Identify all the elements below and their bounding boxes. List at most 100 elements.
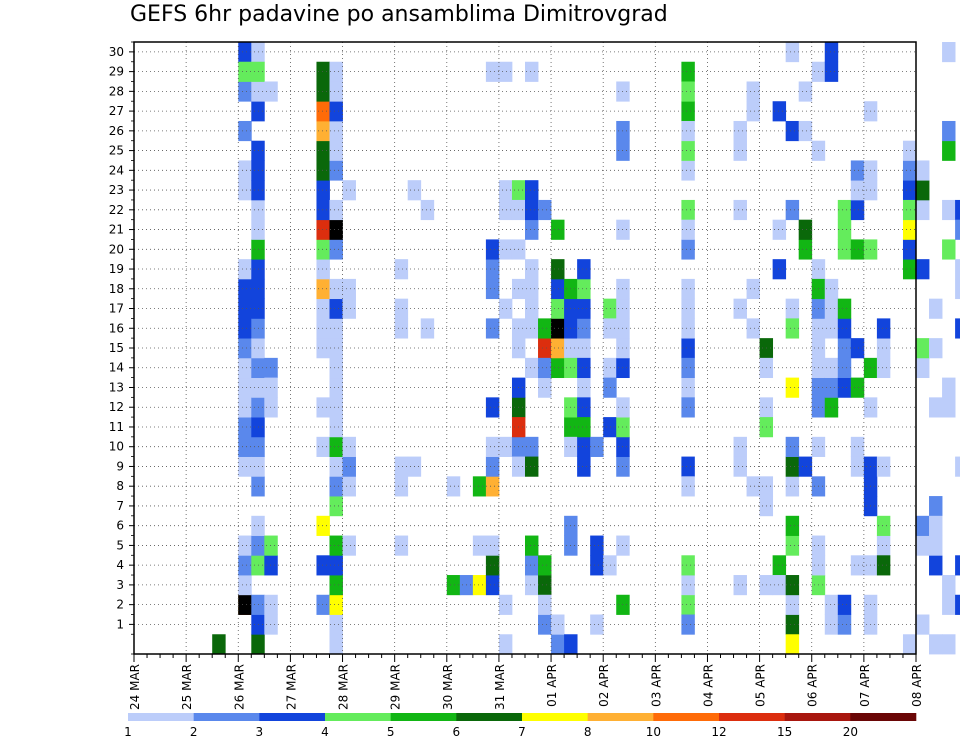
precip-cell bbox=[472, 575, 487, 596]
precip-cell bbox=[329, 219, 343, 240]
precip-cell bbox=[785, 594, 800, 615]
legend-swatch bbox=[850, 713, 917, 721]
precip-cell bbox=[681, 120, 695, 142]
precip-cell bbox=[850, 199, 865, 221]
precip-cell bbox=[603, 377, 617, 398]
precip-cell bbox=[772, 259, 787, 280]
precip-cell bbox=[485, 318, 500, 339]
precip-cell bbox=[955, 555, 960, 576]
precip-cell bbox=[942, 140, 956, 161]
precip-cell bbox=[590, 555, 604, 576]
precip-cell bbox=[837, 357, 852, 379]
precip-cell bbox=[316, 101, 330, 122]
precip-cell bbox=[342, 476, 356, 497]
precip-cell bbox=[772, 555, 787, 576]
precip-cell bbox=[876, 318, 891, 339]
x-tick-label: 30 MAR bbox=[441, 664, 455, 710]
precip-cell bbox=[876, 555, 891, 576]
precip-cell bbox=[329, 535, 343, 556]
precip-cell bbox=[929, 338, 943, 359]
precip-cell bbox=[551, 219, 565, 240]
legend-label: 4 bbox=[321, 725, 329, 739]
y-tick-label: 22 bbox=[109, 203, 124, 217]
precip-cell bbox=[498, 239, 513, 260]
precip-cell bbox=[746, 101, 760, 122]
precip-cell bbox=[824, 357, 839, 379]
precip-cell bbox=[264, 555, 278, 576]
precip-cell bbox=[942, 594, 956, 615]
precip-cell bbox=[824, 614, 839, 635]
precip-cell bbox=[902, 180, 917, 201]
y-tick-label: 5 bbox=[116, 538, 124, 552]
legend-swatch bbox=[325, 713, 391, 721]
precip-cell bbox=[538, 594, 552, 615]
precip-cell bbox=[577, 436, 591, 457]
precip-cell bbox=[772, 101, 787, 122]
precip-cell bbox=[329, 614, 343, 635]
precip-cell bbox=[850, 338, 865, 359]
legend-swatch bbox=[587, 713, 654, 721]
precip-cell bbox=[394, 456, 409, 477]
x-tick-label: 08 APR bbox=[910, 664, 924, 707]
precip-cell bbox=[538, 377, 552, 398]
y-tick-label: 23 bbox=[109, 183, 124, 197]
precip-cell bbox=[316, 239, 330, 260]
precip-cell bbox=[733, 199, 747, 221]
precip-cell bbox=[498, 634, 513, 655]
precip-cell bbox=[329, 555, 343, 576]
precip-cell bbox=[316, 199, 330, 221]
precip-cell bbox=[316, 318, 330, 339]
precip-cell bbox=[929, 397, 943, 418]
precip-cell bbox=[798, 120, 813, 142]
legend-label: 8 bbox=[584, 725, 592, 739]
precip-cell bbox=[498, 61, 513, 82]
precip-cell bbox=[876, 338, 891, 359]
precip-cell bbox=[446, 476, 461, 497]
precip-cell bbox=[929, 496, 943, 517]
y-tick-label: 1 bbox=[116, 617, 124, 631]
precip-cell bbox=[785, 199, 800, 221]
y-tick-label: 30 bbox=[109, 45, 124, 59]
precip-cell bbox=[525, 298, 539, 319]
precip-cell bbox=[916, 259, 930, 280]
x-tick-label: 03 APR bbox=[649, 664, 663, 707]
precip-cell bbox=[929, 515, 943, 536]
precip-cell bbox=[681, 357, 695, 379]
precip-cell bbox=[264, 594, 278, 615]
precip-cell bbox=[785, 318, 800, 339]
precip-cell bbox=[850, 555, 865, 576]
precip-cell bbox=[902, 634, 917, 655]
precip-cell bbox=[238, 81, 252, 102]
y-axis: 1234567891011121314151617181920212223242… bbox=[109, 41, 134, 655]
precip-cell bbox=[485, 239, 500, 260]
y-tick-label: 27 bbox=[109, 104, 124, 118]
precip-cell bbox=[329, 199, 343, 221]
precip-cell bbox=[824, 397, 839, 418]
legend-swatch bbox=[784, 713, 851, 721]
precip-cell bbox=[746, 318, 760, 339]
precip-cell bbox=[238, 417, 252, 438]
precip-cell bbox=[837, 318, 852, 339]
precip-cell bbox=[238, 180, 252, 201]
precip-cell bbox=[212, 634, 226, 655]
precip-cell bbox=[551, 318, 565, 339]
x-tick-label: 02 APR bbox=[597, 664, 611, 707]
legend-label: 5 bbox=[387, 725, 395, 739]
precip-cell bbox=[681, 199, 695, 221]
precip-cell bbox=[902, 239, 917, 260]
precip-cell bbox=[837, 219, 852, 240]
precip-cell bbox=[916, 160, 930, 181]
precip-cell bbox=[329, 476, 343, 497]
precip-cell bbox=[681, 61, 695, 82]
precip-cell bbox=[238, 42, 252, 63]
legend-label: 2 bbox=[190, 725, 198, 739]
precip-cell bbox=[485, 575, 500, 596]
precip-cell bbox=[329, 61, 343, 82]
y-tick-label: 3 bbox=[116, 578, 124, 592]
legend-label: 7 bbox=[518, 725, 526, 739]
precip-cell bbox=[264, 377, 278, 398]
precip-cell bbox=[238, 436, 252, 457]
precip-cell bbox=[837, 594, 852, 615]
precip-cell bbox=[916, 199, 930, 221]
precip-cell bbox=[329, 357, 343, 379]
